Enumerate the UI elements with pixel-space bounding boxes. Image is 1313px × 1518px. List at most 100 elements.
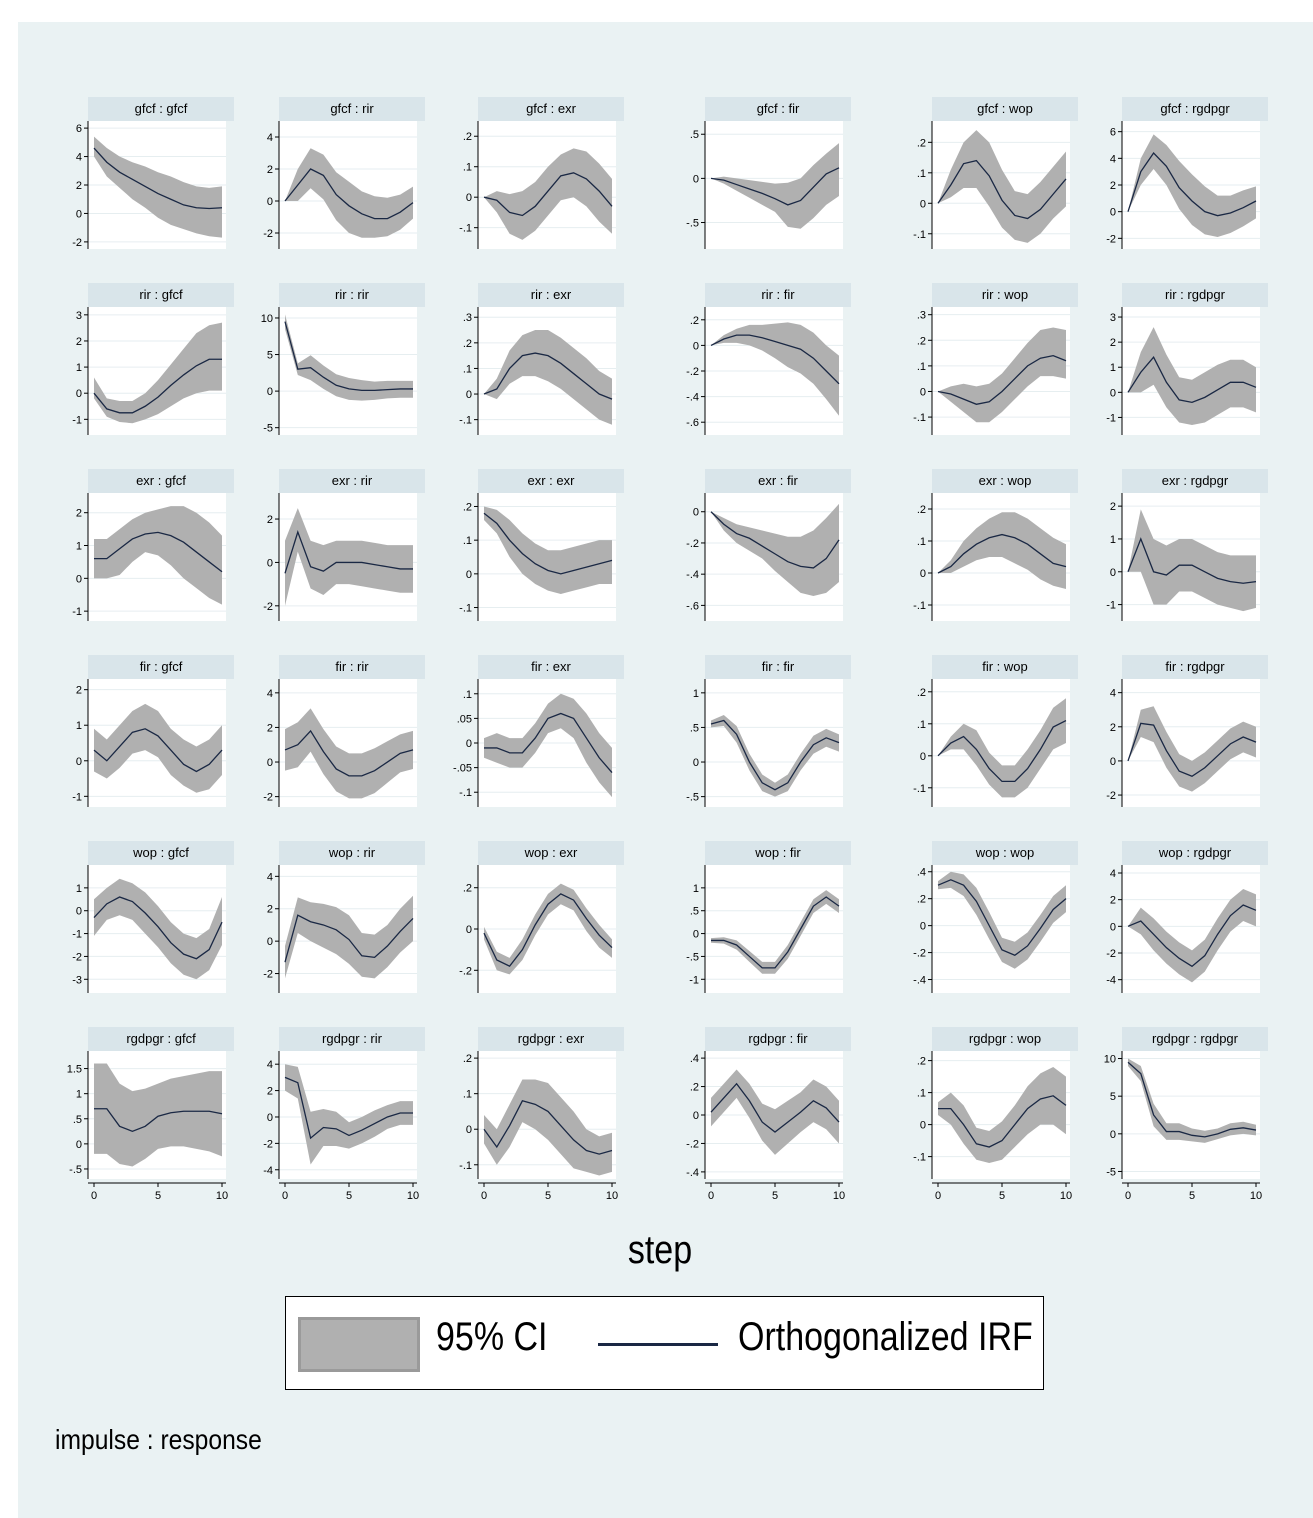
panel-title: rir : exr bbox=[531, 287, 572, 302]
y-tick-label: 1 bbox=[76, 1089, 82, 1101]
panel-title: fir : rir bbox=[335, 659, 369, 674]
y-tick-label: -.5 bbox=[686, 218, 699, 230]
irf-line bbox=[93, 896, 223, 960]
ci-band bbox=[938, 512, 1066, 589]
plot-area bbox=[1122, 1051, 1260, 1179]
panel-title: fir : gfcf bbox=[140, 659, 183, 674]
ci-band bbox=[1128, 706, 1256, 792]
x-tick-label: 10 bbox=[216, 1190, 228, 1202]
y-tick-label: .5 bbox=[690, 129, 699, 141]
legend-irf-swatch bbox=[598, 1343, 718, 1346]
panel-title: rgdpgr : rir bbox=[322, 1031, 383, 1046]
y-tick-label: 0 bbox=[466, 389, 472, 401]
irf-line bbox=[1127, 1061, 1257, 1138]
y-tick-label: .4 bbox=[917, 867, 926, 879]
irf-line bbox=[937, 354, 1067, 405]
panel-title-bar bbox=[279, 1027, 425, 1051]
y-tick-label: 2 bbox=[76, 508, 82, 520]
y-tick-label: -2 bbox=[1106, 948, 1116, 960]
ci-band bbox=[484, 1079, 612, 1176]
y-tick-label: 4 bbox=[267, 1059, 273, 1071]
irf-panel: gfcf : gfcf 6 4 2 0 -2 bbox=[72, 97, 234, 249]
y-tick-label: -.1 bbox=[913, 1152, 926, 1164]
panel-title-bar bbox=[1122, 283, 1268, 307]
y-tick-label: -2 bbox=[263, 969, 273, 981]
panel-title: gfcf : rgdpgr bbox=[1160, 101, 1230, 116]
x-tick-label: 10 bbox=[606, 1190, 618, 1202]
ci-band bbox=[285, 708, 413, 799]
y-tick-label: 0 bbox=[693, 757, 699, 769]
irf-panel: rir : wop .3 .2 .1 0 -.1 bbox=[913, 283, 1078, 435]
y-tick-label: 0 bbox=[693, 1110, 699, 1122]
panel-title: wop : wop bbox=[975, 845, 1035, 860]
panel-title: exr : exr bbox=[528, 473, 576, 488]
x-tick-label: 5 bbox=[346, 1190, 352, 1202]
panel-title-bar bbox=[478, 469, 624, 493]
y-tick-label: -.2 bbox=[686, 366, 699, 378]
panel-title-bar bbox=[932, 469, 1078, 493]
y-tick-label: 0 bbox=[920, 386, 926, 398]
x-axis-title: step bbox=[627, 1228, 693, 1272]
irf-line bbox=[284, 914, 414, 963]
y-tick-label: .1 bbox=[463, 162, 472, 174]
irf-panel: gfcf : exr .2 .1 0 -.1 bbox=[459, 97, 624, 249]
panel-title-bar bbox=[88, 841, 234, 865]
y-tick-label: 0 bbox=[267, 757, 273, 769]
y-tick-label: 0 bbox=[466, 924, 472, 936]
irf-line bbox=[284, 168, 414, 220]
y-tick-label: 4 bbox=[267, 688, 273, 700]
irf-panel: fir : exr .1 .05 0 -.05 -.1 bbox=[453, 655, 624, 807]
panel-title: wop : rir bbox=[328, 845, 376, 860]
irf-line bbox=[1127, 537, 1257, 584]
y-tick-label: 2 bbox=[1110, 337, 1116, 349]
y-tick-label: 0 bbox=[76, 573, 82, 585]
y-tick-label: -2 bbox=[263, 601, 273, 613]
panel-title-bar bbox=[705, 283, 851, 307]
y-tick-label: -2 bbox=[1106, 233, 1116, 245]
y-tick-label: 10 bbox=[261, 313, 273, 325]
plot-region-background bbox=[18, 22, 1313, 1518]
y-tick-label: .1 bbox=[917, 168, 926, 180]
y-tick-label: .1 bbox=[463, 1089, 472, 1101]
panel-title-bar bbox=[88, 469, 234, 493]
y-tick-label: 0 bbox=[693, 507, 699, 519]
panel-title-bar bbox=[279, 97, 425, 121]
irf-line bbox=[484, 712, 613, 773]
irf-panel: exr : gfcf 2 1 0 -1 bbox=[72, 469, 234, 621]
panel-title: fir : wop bbox=[982, 659, 1028, 674]
irf-line bbox=[93, 358, 222, 414]
panel-title: rir : rir bbox=[335, 287, 370, 302]
y-tick-label: 6 bbox=[76, 123, 82, 135]
y-tick-label: 0 bbox=[920, 568, 926, 580]
ci-band bbox=[1128, 889, 1256, 983]
y-tick-label: 0 bbox=[1110, 921, 1116, 933]
y-tick-label: .2 bbox=[690, 1082, 699, 1094]
panel-title: wop : exr bbox=[524, 845, 578, 860]
y-tick-label: 0 bbox=[1110, 1129, 1116, 1141]
panel-title: exr : rir bbox=[332, 473, 373, 488]
panel-title-bar bbox=[932, 283, 1078, 307]
y-tick-label: -.1 bbox=[913, 229, 926, 241]
y-tick-label: 0 bbox=[1110, 756, 1116, 768]
y-tick-label: 0 bbox=[920, 198, 926, 210]
y-tick-label: 0 bbox=[267, 557, 273, 569]
irf-line bbox=[93, 728, 223, 773]
x-tick-label: 10 bbox=[1060, 1190, 1072, 1202]
y-tick-label: -5 bbox=[1106, 1166, 1116, 1178]
irf-panel: rgdpgr : wop .2 .1 0 -.1 0 5 10 bbox=[913, 1027, 1078, 1202]
y-tick-label: 0 bbox=[76, 756, 82, 768]
irf-panel: fir : fir 1 .5 0 -.5 bbox=[686, 655, 851, 807]
y-tick-label: 0 bbox=[920, 921, 926, 933]
y-tick-label: 4 bbox=[267, 132, 273, 144]
y-tick-label: .2 bbox=[917, 137, 926, 149]
irf-line bbox=[483, 893, 613, 967]
irf-line bbox=[94, 1108, 223, 1133]
ci-band bbox=[94, 878, 222, 980]
panel-title: wop : gfcf bbox=[132, 845, 189, 860]
y-tick-label: -.1 bbox=[459, 415, 472, 427]
irf-panel: rir : fir .2 0 -.2 -.4 -.6 bbox=[686, 283, 851, 435]
x-tick-label: 5 bbox=[1189, 1190, 1195, 1202]
y-tick-label: 0 bbox=[267, 196, 273, 208]
y-tick-label: 0 bbox=[920, 1120, 926, 1132]
y-tick-label: 2 bbox=[76, 685, 82, 697]
